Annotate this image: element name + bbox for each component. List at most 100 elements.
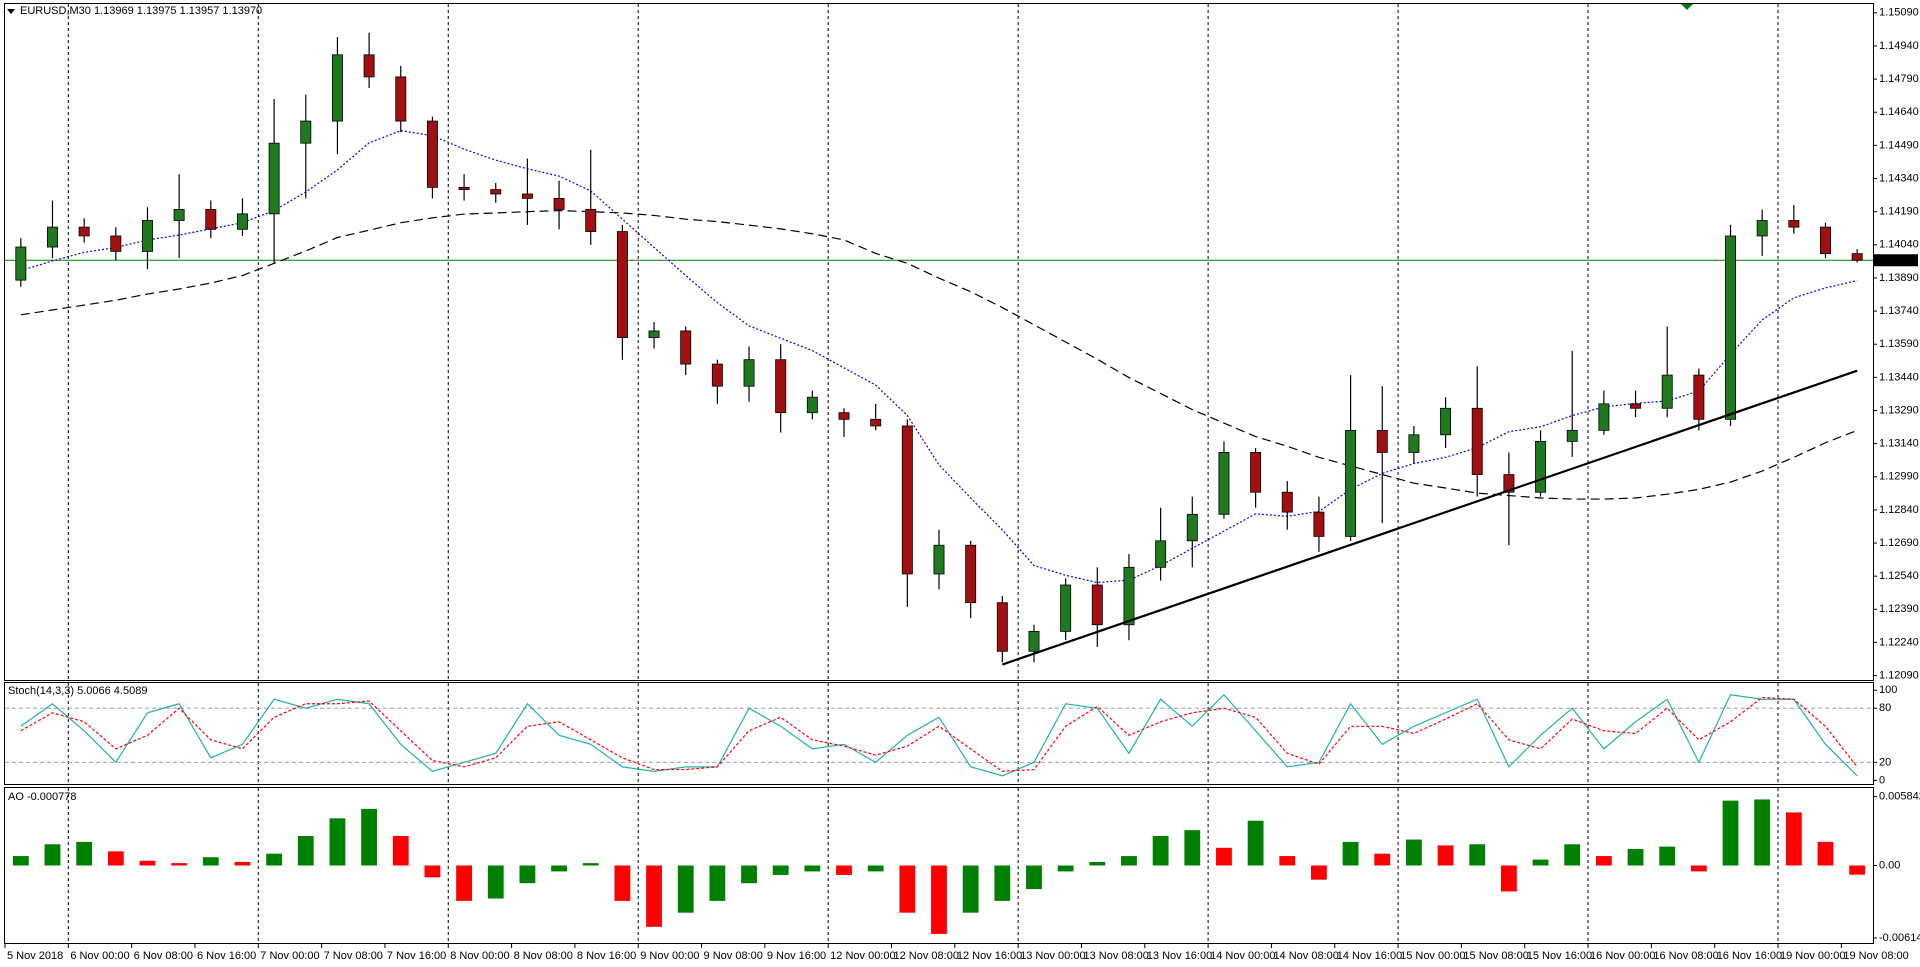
candle-body [1218,452,1230,515]
x-tick-label: 7 Nov 08:00 [324,950,383,962]
candle-body [996,602,1008,652]
histogram-bar [614,865,631,901]
candle-body [1788,220,1800,228]
x-tick-label: 15 Nov 08:00 [1463,950,1528,962]
x-tick-label: 7 Nov 16:00 [387,950,446,962]
x-tick-label: 12 Nov 08:00 [894,950,959,962]
y-tick-label: 1.12990 [1879,471,1919,483]
histogram-bar [234,861,251,866]
histogram-bar [1469,844,1486,866]
candle-body [173,209,185,221]
x-tick-label: 14 Nov 08:00 [1273,950,1338,962]
candle-body [1250,452,1262,493]
histogram-bar [1342,841,1359,866]
candle-body [1440,407,1452,436]
histogram-bar [646,865,662,927]
candle-body [15,246,27,281]
histogram-bar [1437,845,1454,866]
panel-title: Stoch(14,3,3) 5.0066 4.5089 [8,685,147,697]
symbol-menu-arrow[interactable] [7,9,15,14]
candle-body [1630,403,1642,409]
y-tick-label: 1.13140 [1879,438,1919,450]
x-tick-label: 19 Nov 08:00 [1843,950,1908,962]
x-tick-label: 13 Nov 08:00 [1083,950,1148,962]
candle-body [680,330,692,365]
candle-body [1661,374,1673,409]
moving-average-line [20,129,1858,584]
histogram-bar [1754,799,1771,866]
histogram-bar [582,863,599,866]
y-tick-label: -0.006143 [1879,932,1920,944]
histogram-bar [741,865,757,884]
histogram-bar [1216,847,1232,866]
y-tick-label: 1.15090 [1879,7,1919,19]
histogram-bar [76,841,93,866]
candle-body [870,418,882,427]
x-tick-label: 9 Nov 16:00 [767,950,826,962]
candle-body [1820,226,1831,255]
y-tick-label: 1.13740 [1879,305,1919,317]
histogram-bar [1184,830,1201,866]
histogram-bar [1089,861,1106,866]
histogram-bar [1406,839,1422,866]
histogram-bar [139,860,156,866]
y-tick-label: 100 [1879,684,1897,696]
histogram-bar [1374,853,1391,866]
histogram-bar [1817,841,1834,866]
candle-body [616,231,628,338]
candle-body [1503,474,1515,493]
candle-body [205,209,217,230]
y-tick-label: 1.14340 [1879,172,1919,184]
panel-title: EURUSD,M30 1.13969 1.13975 1.13957 1.139… [20,5,262,17]
candle-body [426,120,438,188]
histogram-bar [1311,865,1327,880]
x-tick-label: 16 Nov 00:00 [1590,950,1655,962]
y-tick-label: 20 [1879,756,1891,768]
candle-body [1408,434,1420,453]
histogram-bar [1849,865,1866,875]
y-tick-label: 1.14040 [1879,239,1919,251]
histogram-bar [1722,800,1739,866]
candle-body [933,544,945,575]
candle-body [965,544,977,604]
candle-body [110,235,122,252]
candle-body [490,189,502,195]
histogram-bar [1500,865,1517,892]
histogram-bar [1595,856,1612,866]
candle-body [1123,566,1135,626]
histogram-bar [424,865,441,878]
histogram-bar [107,851,124,866]
x-tick-label: 12 Nov 16:00 [957,950,1022,962]
candle-body [331,54,343,122]
histogram-bar [297,836,314,866]
candle-body [743,359,755,387]
histogram-bar [551,865,567,872]
histogram-bar [487,865,504,899]
y-tick-label: 0 [1879,774,1885,786]
candle-body [1535,441,1547,493]
candle-body [268,142,280,215]
moving-average-line [20,209,1858,500]
x-tick-label: 16 Nov 16:00 [1717,950,1782,962]
candle-body [585,209,597,232]
y-tick-label: 80 [1879,702,1891,714]
oscillator-line [20,696,1858,772]
histogram-bar [1247,820,1264,866]
x-tick-label: 15 Nov 16:00 [1527,950,1592,962]
histogram-bar [1785,812,1802,866]
candle-body [521,193,533,199]
histogram-bar [171,863,188,866]
x-tick-label: 6 Nov 00:00 [70,950,129,962]
main-panel-frame [4,3,1874,681]
y-tick-label: 1.14640 [1879,106,1919,118]
histogram-bar [44,844,61,866]
histogram-bar [804,865,821,872]
histogram-bar [266,853,283,866]
x-tick-label: 8 Nov 08:00 [514,950,573,962]
x-tick-label: 19 Nov 00:00 [1780,950,1845,962]
shift-marker [1681,4,1693,10]
candle-body [458,186,470,190]
